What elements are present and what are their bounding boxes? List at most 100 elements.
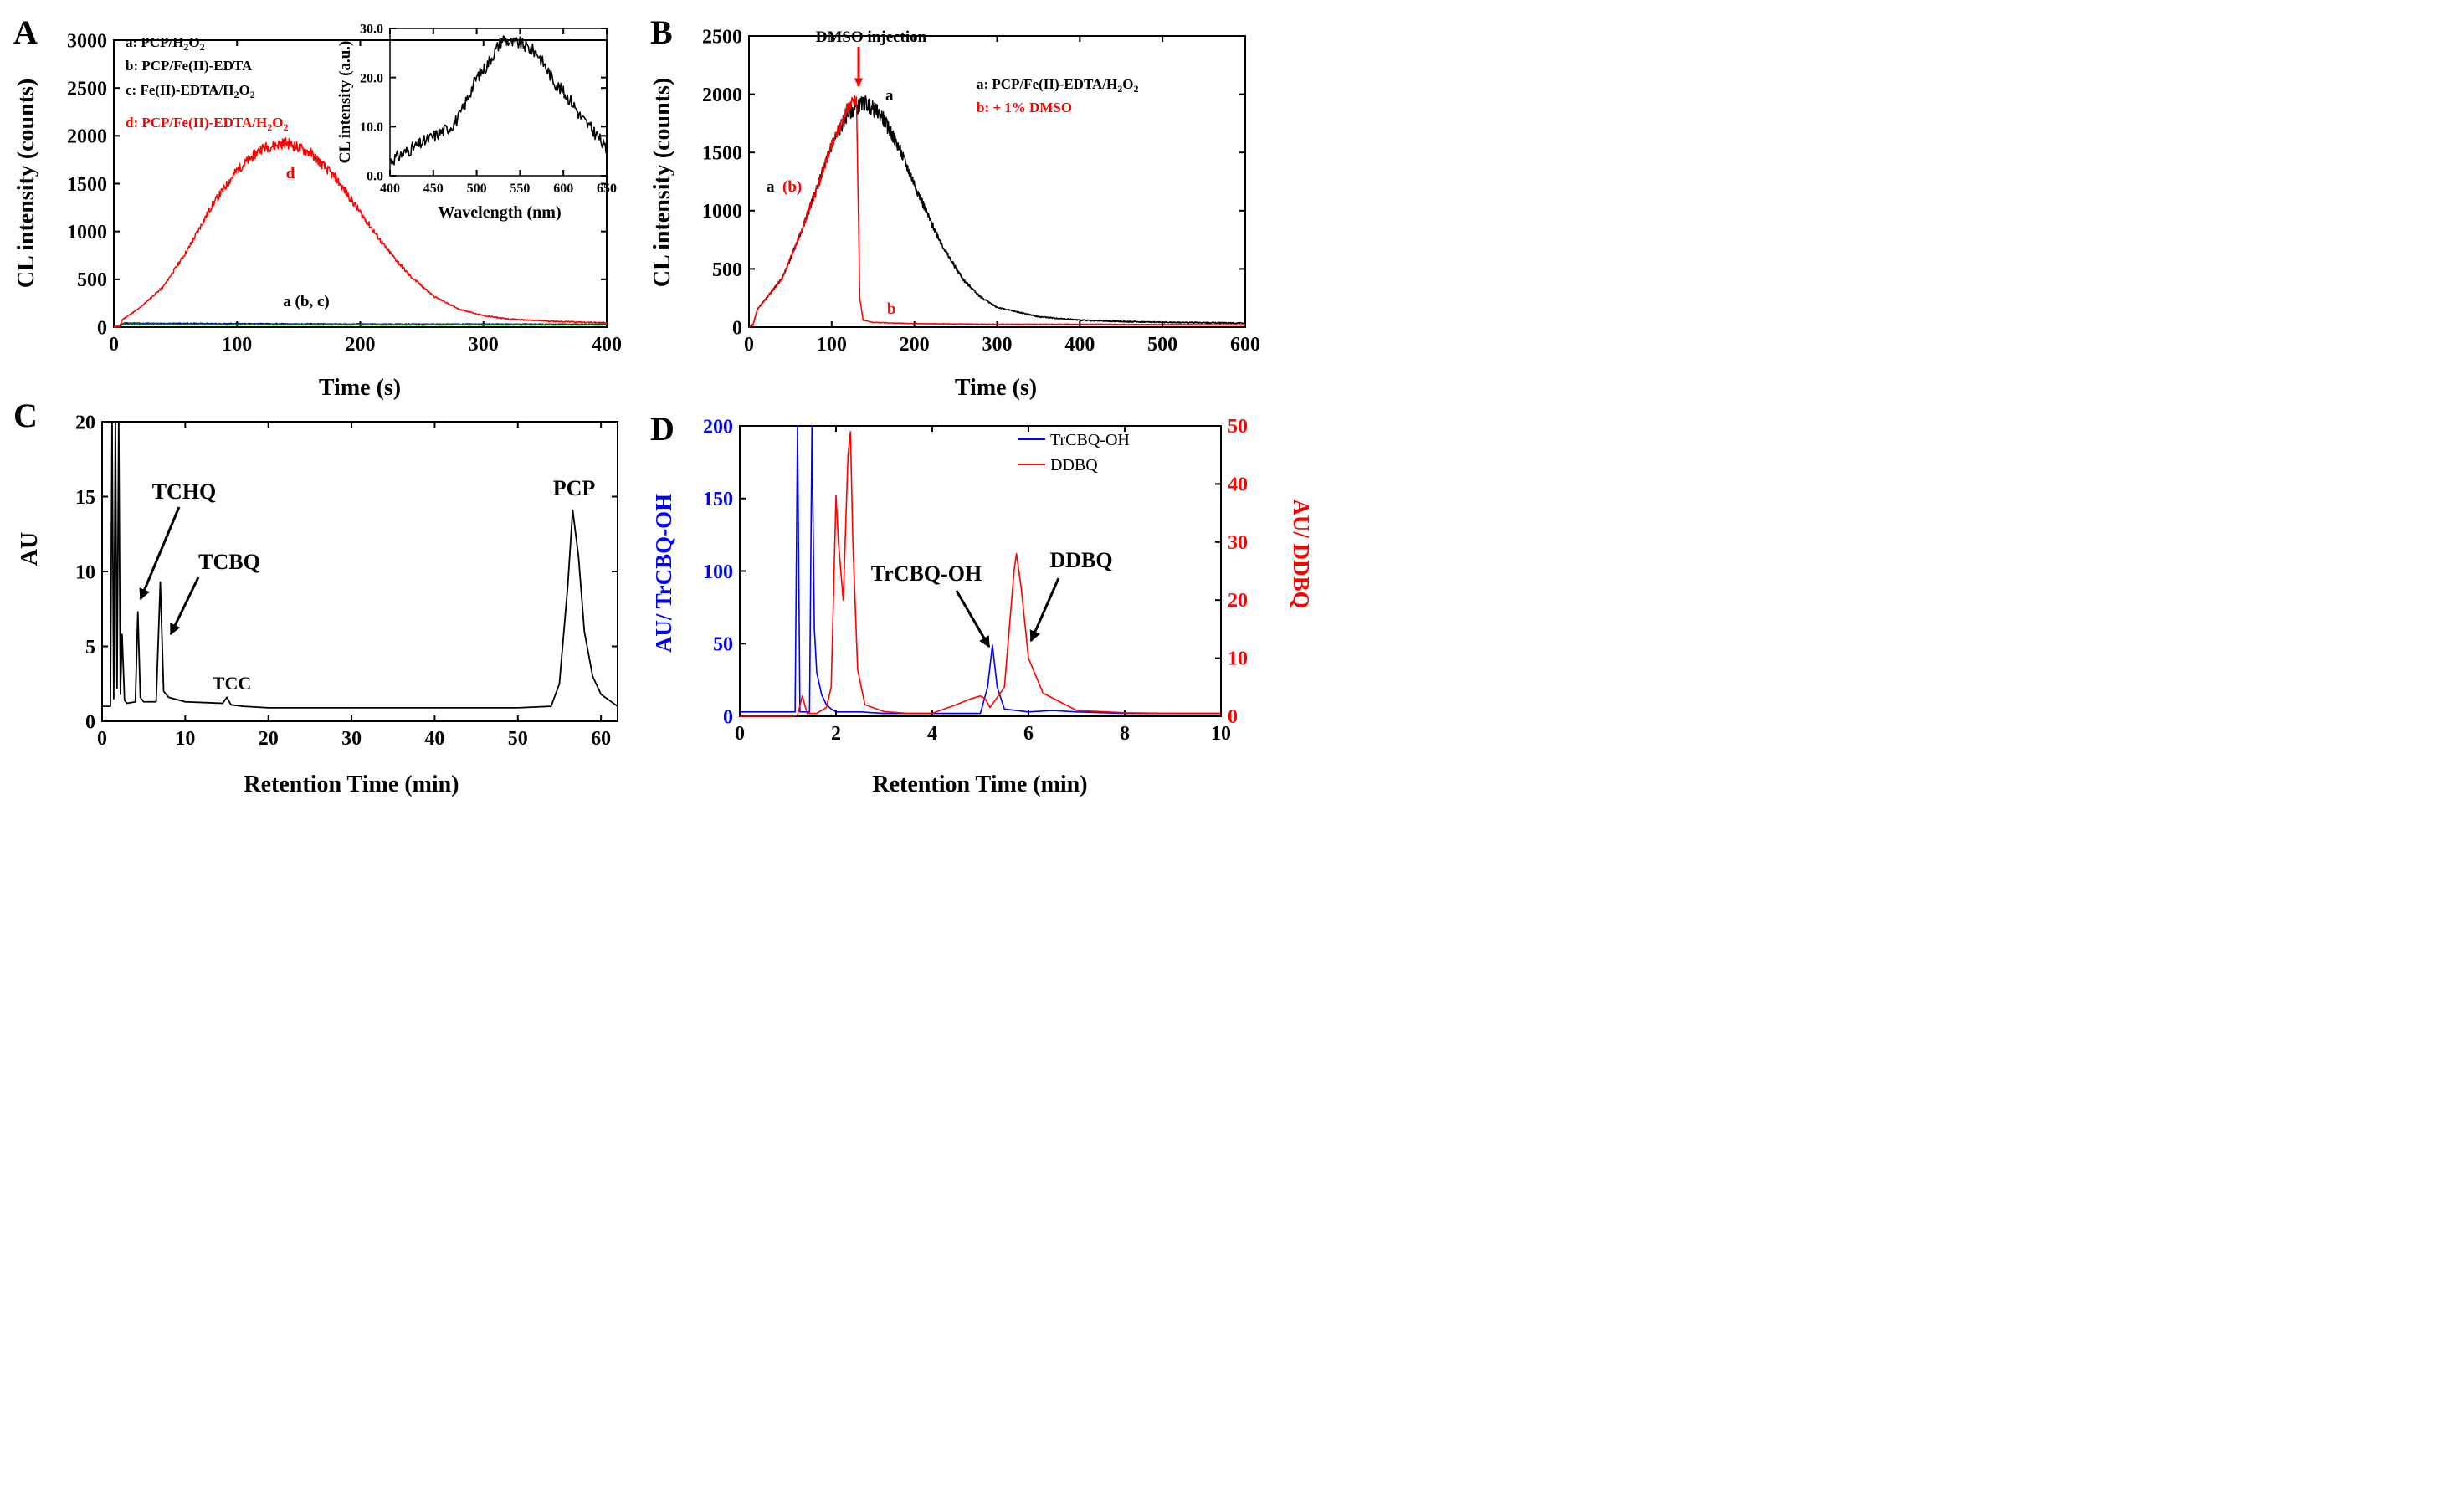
panel-c-label-tcbq: TCBQ	[198, 550, 260, 574]
x-tick-label: 40	[424, 728, 444, 750]
panel-d-series	[740, 425, 1221, 717]
x-tick-label: 0	[735, 723, 745, 745]
y-tick-label: 1500	[67, 174, 107, 196]
x-tick-label: 10	[175, 728, 195, 750]
inset-ylabel: CL intensity (a.u.)	[336, 41, 354, 164]
y-tick-label-right: 10	[1228, 648, 1248, 670]
panel-c-arrow-tchq	[139, 506, 181, 601]
panel-d-arrow-trcbq	[955, 590, 991, 648]
x-tick-label: 200	[346, 334, 376, 356]
y-tick-label: 1000	[67, 222, 107, 243]
panel-c-label-tcc: TCC	[213, 673, 251, 694]
x-tick-label: 300	[982, 334, 1013, 356]
y-tick-label: 500	[712, 259, 742, 281]
y-tick-label: 30.0	[360, 23, 383, 37]
series-line-d	[113, 136, 608, 328]
series-line-ddbq	[740, 431, 1221, 717]
panel-d-ylabel-right: AU/ DDBQ	[1289, 499, 1312, 608]
panel-d-legend-ddbq: DDBQ	[1050, 456, 1098, 474]
x-tick-label: 600	[1230, 334, 1260, 356]
panel-label-d: D	[650, 410, 674, 448]
panel-b: B 0 100 200 300 400 500 600 0 500 1000 1500 2000 250…	[649, 13, 1260, 401]
x-tick-label: 50	[508, 728, 528, 750]
x-tick-label: 550	[510, 182, 530, 196]
panel-a-ticks: 0 100 200 300 400 0 500 1000 1500 2000 2500 3000	[67, 30, 622, 356]
panel-b-annotation-a-top: a	[885, 87, 894, 105]
panel-c-axes	[101, 421, 618, 722]
y-tick-label: 3000	[67, 30, 107, 52]
x-tick-label: 600	[553, 182, 573, 196]
panel-a-legend-c: c: Fe(II)-EDTA/H2O2	[126, 82, 255, 100]
x-tick-label: 400	[592, 334, 622, 356]
panel-b-annotation-b-bottom: b	[887, 300, 896, 318]
x-tick-label: 0	[744, 334, 754, 356]
x-tick-label: 30	[341, 728, 362, 750]
panel-c: C 0 10 20 30 40 50 60 0 5 10 15 20 Retention Time (…	[13, 397, 618, 797]
y-tick-label: 2000	[67, 126, 107, 148]
panel-b-ticks: 0 100 200 300 400 500 600 0 500 1000 1500 2000 2500	[702, 26, 1260, 356]
inset-axes	[389, 28, 608, 177]
panel-a-ylabel: CL intensity (counts)	[13, 79, 39, 288]
panel-label-c: C	[13, 397, 38, 434]
panel-c-arrow-tcbq	[169, 577, 200, 636]
x-tick-label: 650	[597, 182, 617, 196]
series-line-b	[748, 95, 1246, 328]
y-tick-label: 0	[732, 317, 742, 339]
panel-a-legend-a: a: PCP/H2O2	[126, 34, 205, 53]
y-tick-label: 200	[703, 416, 733, 438]
y-tick-label: 0.0	[367, 170, 383, 184]
panel-b-ylabel: CL intensity (counts)	[649, 78, 675, 287]
x-tick-label: 0	[109, 334, 119, 356]
y-tick-label-right: 50	[1228, 416, 1248, 438]
x-tick-label: 60	[591, 728, 611, 750]
x-tick-label: 100	[222, 334, 252, 356]
y-tick-label: 0	[97, 317, 107, 339]
x-tick-label: 500	[467, 182, 487, 196]
y-tick-label: 50	[713, 634, 733, 656]
panel-b-annotation-a-left: a	[767, 178, 775, 196]
y-tick-label: 2000	[702, 85, 742, 106]
panel-c-series	[102, 421, 618, 709]
panel-a-xlabel: Time (s)	[319, 375, 401, 401]
y-tick-label: 0	[723, 706, 733, 728]
inset-xlabel: Wavelength (nm)	[438, 203, 561, 222]
figure: A 0 100 200 300 400050010001500200025003000 …	[13, 13, 1312, 797]
y-tick-label: 20	[75, 412, 95, 433]
y-tick-label-right: 0	[1228, 706, 1238, 728]
x-tick-label: 4	[927, 723, 937, 745]
panel-d-ylabel-left: AU/ TrCBQ-OH	[651, 494, 676, 653]
y-tick-label: 0	[85, 711, 95, 733]
panel-a-legend-b: b: PCP/Fe(II)-EDTA	[126, 58, 253, 74]
panel-a-series	[113, 136, 608, 329]
panel-d-xlabel: Retention Time (min)	[872, 771, 1087, 797]
x-tick-label: 6	[1023, 723, 1034, 745]
panel-a-inset: 400 450 500 550 600 650 0.0 10.0 20.0 30.0 Wavele…	[336, 23, 617, 222]
panel-a-annotation-abc: a (b, c)	[283, 293, 329, 310]
y-tick-label: 10.0	[360, 120, 383, 135]
y-tick-label: 20.0	[360, 71, 383, 85]
y-tick-label: 10	[75, 561, 95, 583]
panel-b-xlabel: Time (s)	[955, 375, 1037, 401]
panel-c-ylabel: AU	[17, 532, 43, 566]
panel-label-a: A	[13, 13, 38, 51]
x-tick-label: 0	[97, 728, 107, 750]
x-tick-label: 500	[1147, 334, 1177, 356]
y-tick-label-right: 30	[1228, 532, 1248, 554]
series-line-a	[748, 95, 1246, 328]
x-tick-label: 300	[469, 334, 499, 356]
x-tick-label: 100	[817, 334, 847, 356]
panel-d-label-trcbq: TrCBQ-OH	[871, 561, 982, 586]
series-line-trcbq-oh	[740, 425, 1221, 715]
y-tick-label: 2500	[67, 79, 107, 100]
panel-b-legend-b: b: + 1% DMSO	[977, 100, 1072, 115]
panel-b-legend-a: a: PCP/Fe(II)-EDTA/H2O2	[977, 76, 1139, 95]
y-tick-label: 5	[85, 637, 95, 659]
x-tick-label: 400	[380, 182, 400, 196]
panel-b-annotation-b-left: (b)	[782, 178, 802, 196]
inset-ticks: 400 450 500 550 600 650 0.0 10.0 20.0 30.0	[360, 23, 617, 196]
y-tick-label-right: 40	[1228, 474, 1248, 495]
x-tick-label: 2	[831, 723, 841, 745]
y-tick-label: 100	[703, 561, 733, 583]
